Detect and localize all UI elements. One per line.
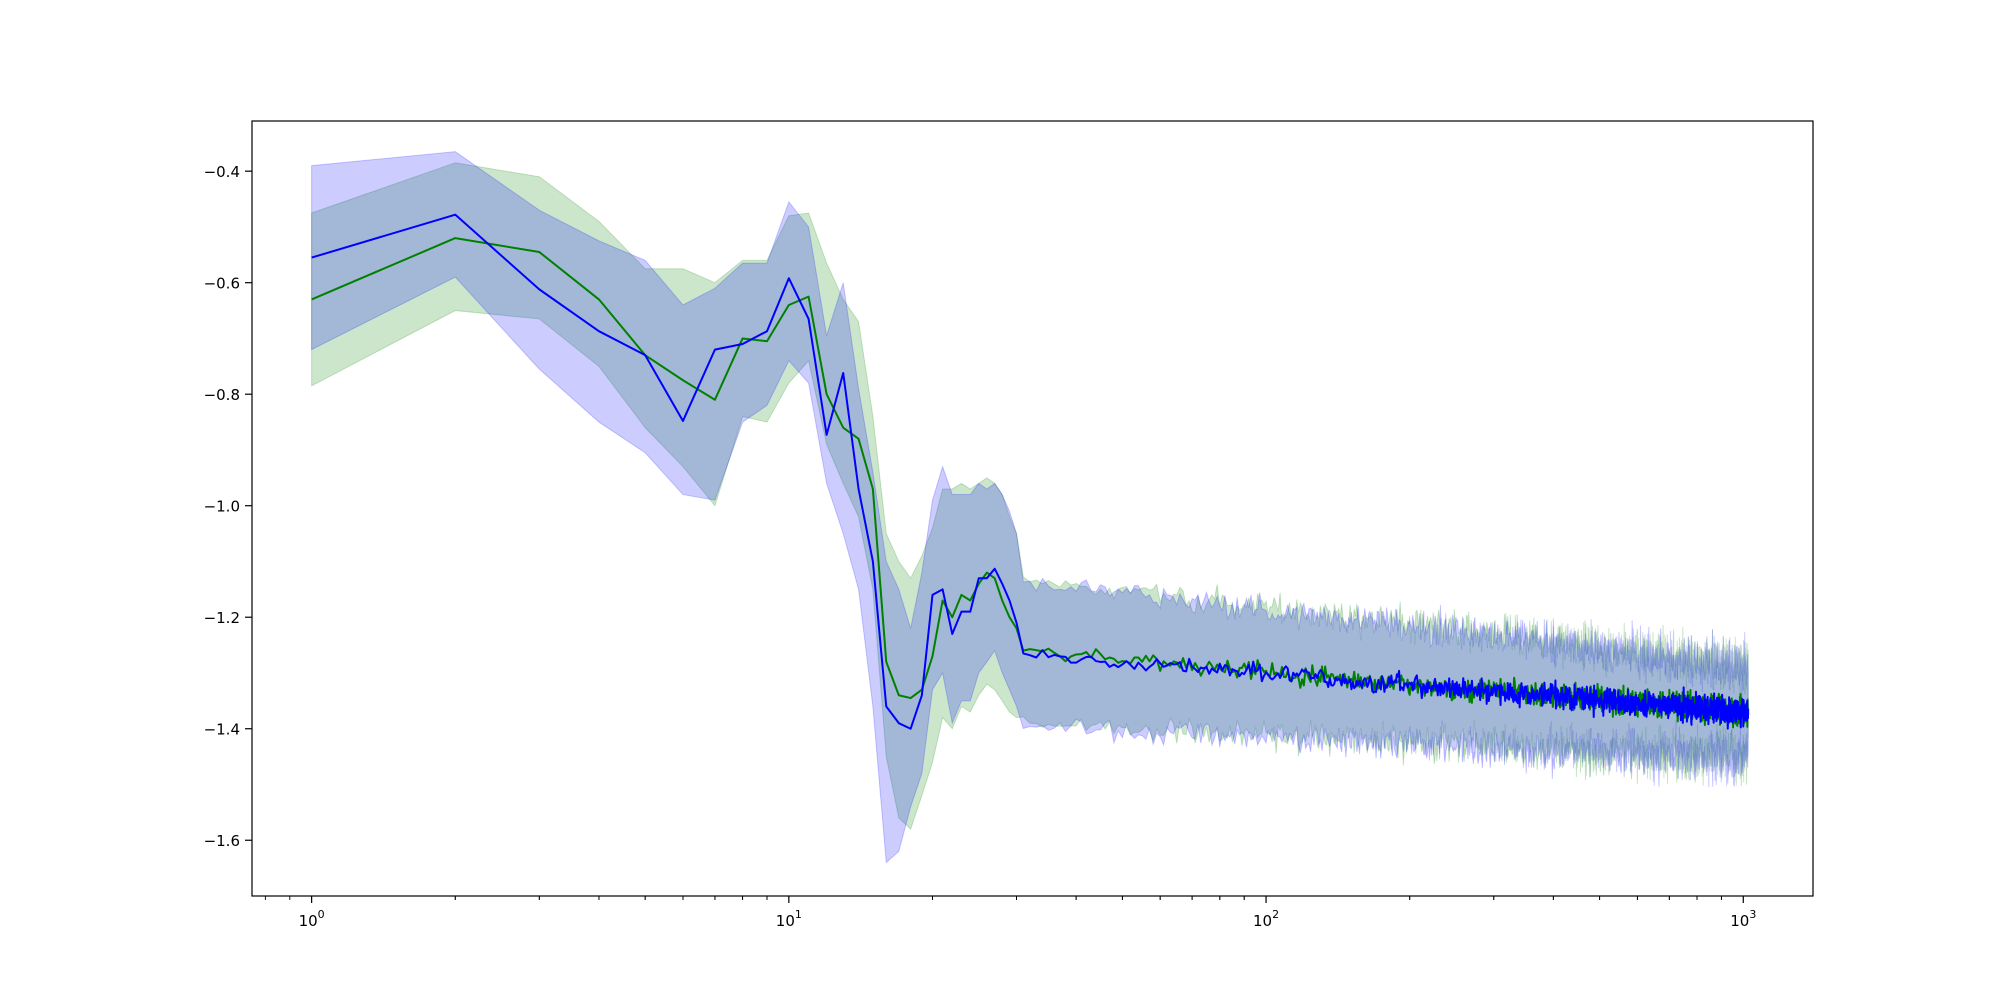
y-tick-label: −1.4 bbox=[204, 721, 240, 739]
y-tick-label: −0.8 bbox=[204, 386, 240, 404]
series-line-2 bbox=[311, 213, 1750, 730]
y-tick-label: −1.0 bbox=[204, 498, 240, 516]
x-tick-label: 100 bbox=[299, 908, 325, 930]
y-tick-label: −1.2 bbox=[204, 609, 240, 627]
series-lines bbox=[311, 213, 1750, 730]
y-tick-label: −0.4 bbox=[204, 163, 240, 181]
confidence-band-2 bbox=[311, 151, 1749, 864]
plot-frame bbox=[251, 120, 1814, 897]
x-tick-label: 102 bbox=[1253, 908, 1279, 930]
x-tick-label: 103 bbox=[1730, 908, 1756, 930]
confidence-bands bbox=[311, 151, 1749, 864]
y-tick-label: −0.6 bbox=[204, 275, 240, 293]
y-axis: −0.4 −0.6 −0.8 −1.0 −1.2 −1.4 −1.6 bbox=[204, 163, 252, 850]
y-tick-label: −1.6 bbox=[204, 832, 240, 850]
confidence-band-1 bbox=[311, 162, 1749, 830]
x-axis: 100 101 102 103 bbox=[264, 896, 1756, 930]
x-tick-label: 101 bbox=[776, 908, 802, 930]
